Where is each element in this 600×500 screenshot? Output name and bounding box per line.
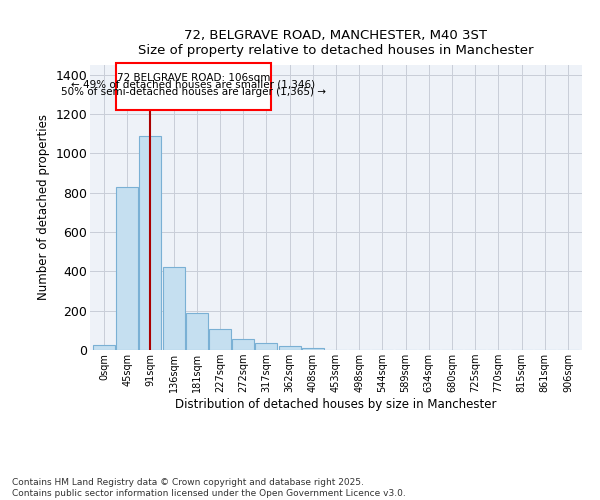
Bar	[302, 348, 324, 350]
Bar	[209, 330, 231, 350]
Title: 72, BELGRAVE ROAD, MANCHESTER, M40 3ST
Size of property relative to detached hou: 72, BELGRAVE ROAD, MANCHESTER, M40 3ST S…	[138, 29, 534, 57]
Bar	[139, 136, 161, 350]
Bar	[116, 187, 138, 350]
Text: ← 49% of detached houses are smaller (1,346): ← 49% of detached houses are smaller (1,…	[71, 80, 316, 90]
X-axis label: Distribution of detached houses by size in Manchester: Distribution of detached houses by size …	[175, 398, 497, 411]
Bar	[278, 346, 301, 350]
Bar	[232, 338, 254, 350]
Bar	[186, 312, 208, 350]
Bar	[163, 268, 185, 350]
Text: 50% of semi-detached houses are larger (1,365) →: 50% of semi-detached houses are larger (…	[61, 87, 326, 97]
Text: 72 BELGRAVE ROAD: 106sqm: 72 BELGRAVE ROAD: 106sqm	[116, 73, 270, 83]
Text: Contains HM Land Registry data © Crown copyright and database right 2025.
Contai: Contains HM Land Registry data © Crown c…	[12, 478, 406, 498]
Bar	[256, 343, 277, 350]
Bar	[116, 63, 271, 110]
Y-axis label: Number of detached properties: Number of detached properties	[37, 114, 50, 300]
Bar	[93, 345, 115, 350]
